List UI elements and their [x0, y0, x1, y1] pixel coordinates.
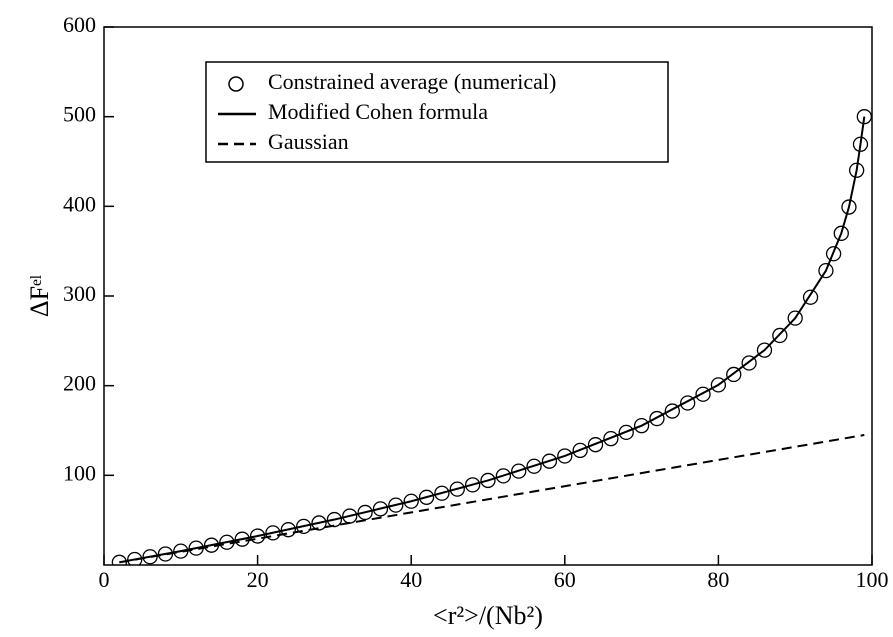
data-point — [111, 554, 128, 565]
y-tick-label: 300 — [63, 281, 96, 306]
data-point — [372, 501, 389, 517]
data-point — [296, 518, 312, 535]
data-point — [280, 522, 296, 538]
data-point — [726, 366, 742, 383]
legend-marker — [228, 76, 244, 92]
data-point — [695, 386, 711, 402]
data-point — [557, 448, 573, 464]
data-point — [756, 342, 773, 358]
data-point — [802, 289, 819, 305]
y-axis-title: ΔFᵉˡ — [25, 274, 54, 317]
x-axis-title: <r²>/(Nb²) — [433, 601, 543, 630]
x-tick-label: 20 — [247, 567, 269, 592]
x-tick-label: 100 — [856, 567, 889, 592]
y-tick-label: 100 — [63, 460, 96, 485]
y-tick-label: 200 — [63, 371, 96, 396]
y-tick-label: 400 — [63, 191, 96, 216]
data-point — [418, 489, 435, 505]
data-point — [572, 442, 588, 459]
data-point — [680, 395, 696, 411]
data-point — [664, 403, 680, 419]
data-point — [833, 225, 849, 241]
data-point — [511, 463, 527, 479]
series-line — [119, 116, 866, 564]
data-point — [403, 493, 419, 509]
data-point — [311, 515, 327, 531]
data-point — [618, 424, 634, 441]
data-point — [587, 437, 604, 453]
data-point — [741, 355, 757, 371]
data-point — [710, 377, 727, 393]
series-line — [119, 433, 865, 564]
x-tick-label: 40 — [400, 567, 422, 592]
legend-box — [205, 61, 669, 163]
data-point — [633, 418, 650, 434]
x-tick-label: 60 — [554, 567, 576, 592]
data-point — [265, 525, 281, 541]
legend-label: Constrained average (numerical) — [268, 69, 556, 94]
x-tick-label: 80 — [707, 567, 729, 592]
y-tick-label: 500 — [63, 102, 96, 127]
data-point — [480, 472, 496, 489]
data-point — [464, 477, 481, 493]
data-point — [649, 410, 665, 427]
data-point — [388, 497, 404, 513]
data-point — [787, 310, 803, 326]
data-point — [249, 528, 266, 544]
data-point — [541, 453, 558, 469]
y-tick-label: 600 — [63, 12, 96, 37]
data-point — [434, 485, 450, 501]
data-point — [495, 468, 512, 484]
x-tick-label: 0 — [99, 567, 110, 592]
data-point — [526, 458, 542, 474]
data-point — [127, 551, 143, 565]
data-point — [848, 162, 865, 178]
data-point — [825, 246, 842, 262]
legend-label: Modified Cohen formula — [268, 99, 488, 124]
data-point — [818, 262, 834, 279]
legend-label: Gaussian — [268, 129, 349, 154]
data-point — [603, 431, 619, 447]
data-point — [449, 481, 465, 497]
data-point — [772, 327, 788, 344]
data-point — [841, 199, 857, 215]
